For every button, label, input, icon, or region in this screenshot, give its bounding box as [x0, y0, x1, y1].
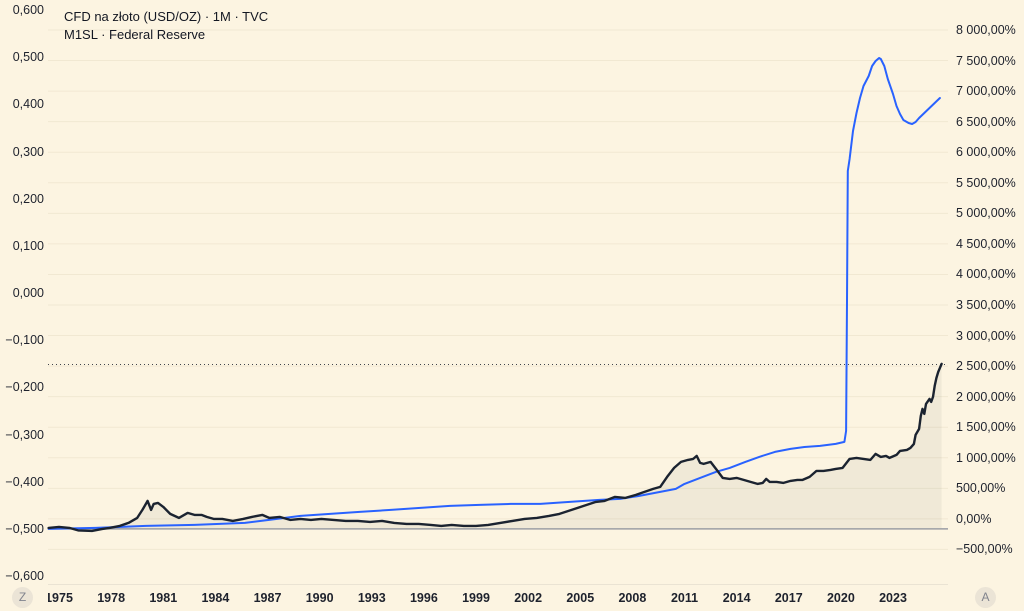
- left-axis-tick: −0,300: [5, 427, 44, 442]
- time-axis-tick: 2005: [566, 591, 595, 605]
- left-axis-tick: −0,100: [5, 333, 44, 348]
- right-axis-tick: 7 500,00%: [956, 53, 1016, 68]
- time-axis-tick: 1984: [201, 591, 230, 605]
- time-axis-tick: 2017: [774, 591, 803, 605]
- time-axis-tick: 1987: [253, 591, 282, 605]
- time-axis-tick: 2020: [826, 591, 855, 605]
- time-axis-tick: 1990: [305, 591, 334, 605]
- right-axis-tick: 6 000,00%: [956, 145, 1016, 160]
- left-axis-tick: 0,400: [12, 97, 44, 112]
- gold-series-area: [48, 363, 942, 531]
- left-axis-tick: −0,500: [5, 521, 44, 536]
- time-axis-tick: 2014: [722, 591, 751, 605]
- right-axis-tick: 0,00%: [956, 511, 992, 526]
- m1sl-series-line[interactable]: [47, 57, 941, 530]
- time-axis-tick: 2008: [618, 591, 647, 605]
- right-axis-tick: 4 500,00%: [956, 236, 1016, 251]
- legend-main-series[interactable]: CFD na złoto (USD/OZ) · 1M · TVC: [64, 9, 269, 24]
- right-axis-tick: 5 000,00%: [956, 206, 1016, 221]
- time-axis-tick: 1978: [97, 591, 126, 605]
- right-axis-tick: 3 000,00%: [956, 328, 1016, 343]
- right-axis-tick: 4 000,00%: [956, 267, 1016, 282]
- left-axis-tick: 0,300: [12, 144, 44, 159]
- right-axis-tick: 500,00%: [956, 481, 1006, 496]
- time-axis-tick: 2011: [670, 591, 699, 605]
- time-scale[interactable]: 1975 1978 1981 1984 1987 1990 1993 1996 1999 2002…: [48, 584, 948, 611]
- right-axis-tick: 5 500,00%: [956, 175, 1016, 190]
- gold-series-line[interactable]: [47, 362, 943, 533]
- left-axis-tick: 0,600: [12, 3, 44, 17]
- left-axis-tick: −0,600: [5, 569, 44, 584]
- left-scale-mode-button[interactable]: Z: [12, 587, 33, 608]
- left-axis-tick: −0,200: [5, 380, 44, 395]
- time-axis-tick: 2002: [514, 591, 543, 605]
- right-axis-tick: 1 000,00%: [956, 450, 1016, 465]
- right-axis-tick: 8 000,00%: [956, 23, 1016, 37]
- right-scale-auto-button[interactable]: A: [975, 587, 996, 608]
- right-price-scale[interactable]: 8 000,00% 7 500,00% 7 000,00% 6 500,00% 6 00…: [956, 0, 1024, 584]
- left-axis-tick: 0,500: [12, 50, 44, 65]
- time-axis-tick: 1999: [462, 591, 490, 605]
- left-axis-tick: 0,100: [12, 238, 44, 253]
- right-axis-tick: −500,00%: [956, 542, 1013, 557]
- left-axis-tick: −0,400: [5, 474, 44, 489]
- legend: CFD na złoto (USD/OZ) · 1M · TVC M1SL · …: [64, 8, 268, 44]
- left-axis-tick: 0,000: [12, 286, 44, 301]
- right-axis-tick: 2 500,00%: [956, 359, 1016, 374]
- left-price-scale[interactable]: 0,600 0,500 0,400 0,300 0,200 0,100 0,000 −0,10…: [0, 0, 44, 584]
- legend-compare-series[interactable]: M1SL · Federal Reserve: [64, 27, 206, 42]
- time-axis-tick: 1981: [149, 591, 178, 605]
- right-axis-tick: 3 500,00%: [956, 297, 1016, 312]
- right-axis-tick: 2 000,00%: [956, 389, 1016, 404]
- left-axis-tick: 0,200: [12, 191, 44, 206]
- time-axis-tick: 2023: [879, 591, 907, 605]
- time-axis-tick: 1996: [409, 591, 438, 605]
- right-axis-tick: 6 500,00%: [956, 114, 1016, 129]
- time-axis-tick: 1975: [48, 591, 73, 605]
- time-axis-tick: 1993: [357, 591, 386, 605]
- right-axis-tick: 1 500,00%: [956, 420, 1016, 435]
- right-axis-tick: 7 000,00%: [956, 84, 1016, 99]
